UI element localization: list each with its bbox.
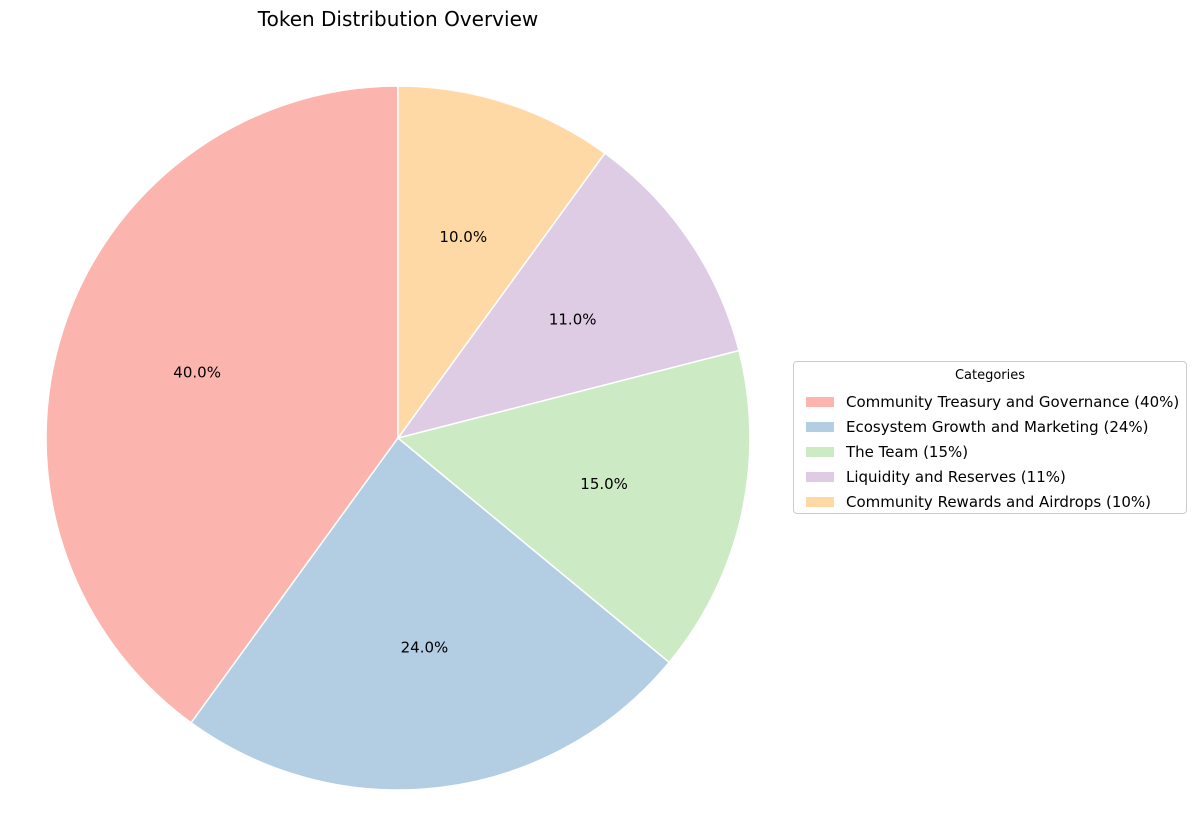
legend-label: Community Rewards and Airdrops (10%)	[846, 492, 1152, 511]
legend-label: Ecosystem Growth and Marketing (24%)	[846, 417, 1149, 436]
legend-item: Ecosystem Growth and Marketing (24%)	[806, 414, 1174, 439]
legend-swatch	[806, 471, 834, 482]
legend-label: Liquidity and Reserves (11%)	[846, 467, 1066, 486]
slice-percent-label: 10.0%	[439, 228, 487, 246]
legend-swatch	[806, 396, 834, 407]
legend-item: The Team (15%)	[806, 439, 1174, 464]
pie-slice	[397, 85, 606, 441]
legend-label: The Team (15%)	[846, 442, 969, 461]
legend-label: Community Treasury and Governance (40%)	[846, 392, 1180, 411]
legend-swatch	[806, 446, 834, 457]
pie-slice	[396, 349, 751, 664]
chart-title: Token Distribution Overview	[257, 7, 538, 31]
legend: Categories Community Treasury and Govern…	[793, 361, 1187, 514]
pie-slice	[396, 152, 740, 440]
legend-swatch	[806, 421, 834, 432]
legend-title: Categories	[954, 368, 1026, 383]
legend-item: Community Treasury and Governance (40%)	[806, 389, 1179, 414]
slice-percent-label: 15.0%	[580, 475, 628, 493]
legend-swatch	[806, 496, 834, 507]
legend-item: Liquidity and Reserves (11%)	[806, 464, 1174, 489]
pie-slice	[190, 436, 671, 791]
pie-slice	[45, 85, 399, 724]
slice-percent-label: 40.0%	[173, 364, 221, 382]
legend-item: Community Rewards and Airdrops (10%)	[806, 489, 1174, 514]
slice-percent-label: 11.0%	[549, 310, 597, 328]
slice-percent-label: 24.0%	[401, 639, 449, 657]
